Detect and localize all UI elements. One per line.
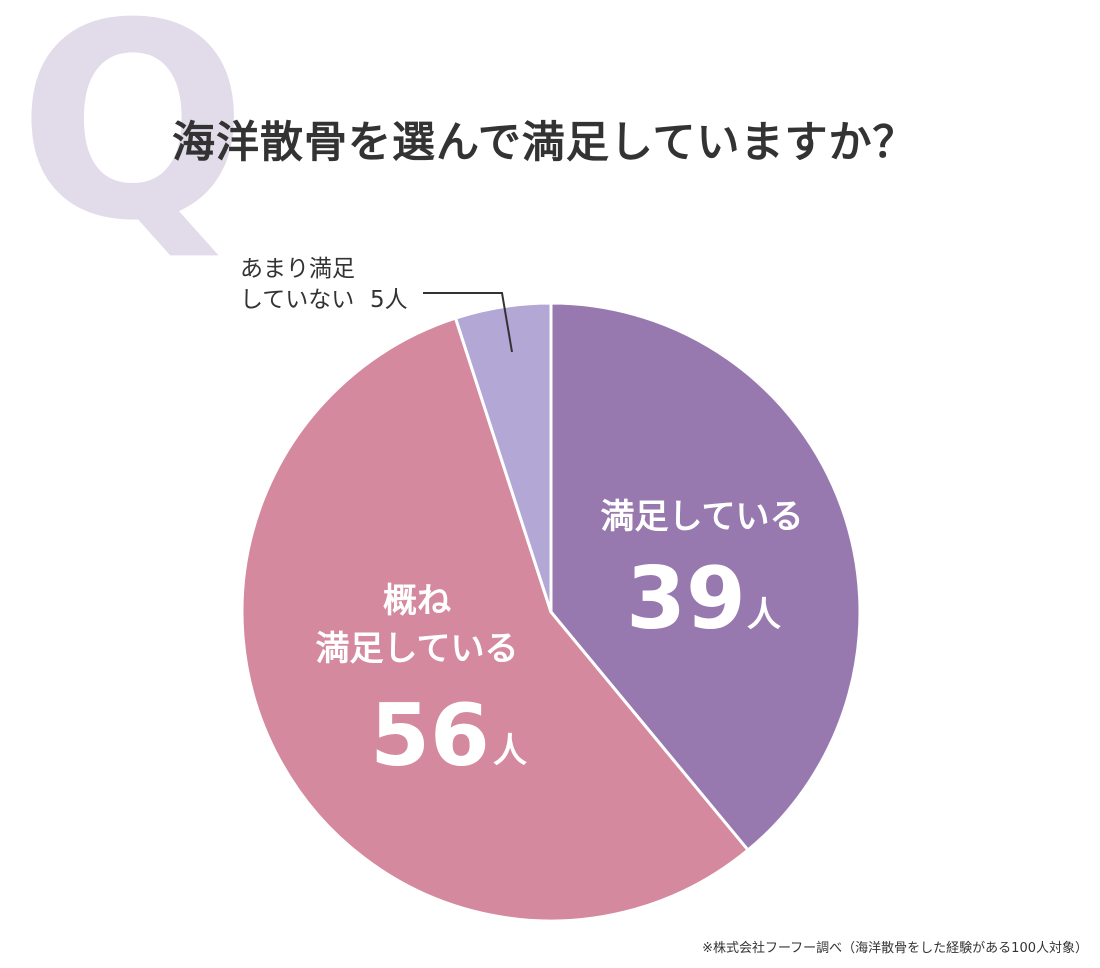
label-mostly-line2: 満足している bbox=[316, 629, 519, 669]
slice-satisfied bbox=[549, 301, 862, 852]
label-not-line2: していない bbox=[240, 287, 354, 313]
unit-satisfied: 人 bbox=[747, 595, 781, 635]
pie-slices bbox=[240, 301, 862, 923]
unit-mostly: 人 bbox=[493, 731, 527, 771]
leader-line bbox=[423, 292, 513, 353]
label-not-line1: あまり満足 bbox=[240, 256, 355, 282]
slice-not-satisfied bbox=[454, 301, 553, 614]
value-not: 5人 bbox=[370, 287, 408, 313]
label-mostly-line1: 概ね bbox=[383, 581, 451, 621]
value-satisfied: 39 bbox=[626, 549, 746, 649]
label-satisfied: 満足している bbox=[601, 497, 804, 537]
slice-mostly-satisfied bbox=[240, 316, 750, 923]
footnote: ※株式会社フーフー調べ（海洋散骨をした経験がある100人対象） bbox=[702, 941, 1088, 956]
question-mark-watermark: Q bbox=[18, 0, 248, 280]
value-mostly: 56 bbox=[370, 686, 490, 786]
chart-title: 海洋散骨を選んで満足していますか？ bbox=[172, 118, 917, 168]
